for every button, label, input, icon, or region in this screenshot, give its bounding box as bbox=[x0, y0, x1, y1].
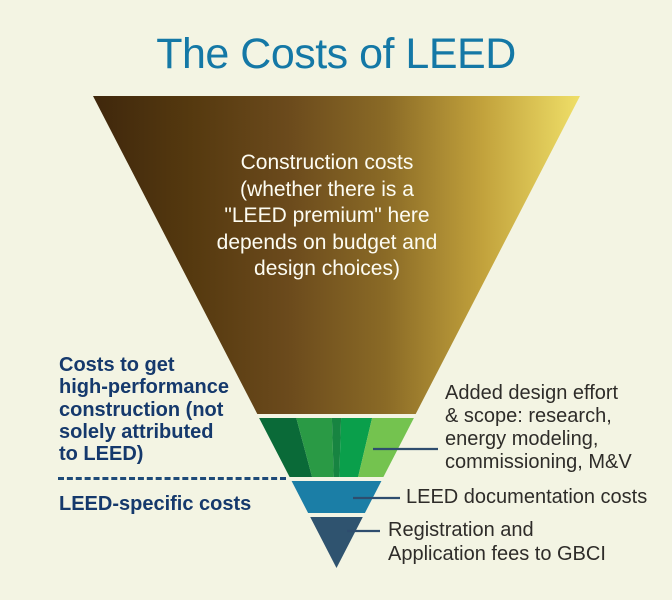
funnel-section-documentation bbox=[291, 481, 382, 513]
page-title: The Costs of LEED bbox=[156, 30, 516, 78]
funnel-section-construction bbox=[93, 96, 580, 414]
registration-callout: Registration and Application fees to GBC… bbox=[388, 519, 606, 565]
high-performance-costs-note: Costs to get high-performance constructi… bbox=[59, 354, 230, 466]
dashed-divider-line bbox=[58, 477, 286, 480]
leed-specific-costs-label: LEED-specific costs bbox=[59, 493, 252, 515]
added-design-callout: Added design effort & scope: research, e… bbox=[445, 382, 632, 473]
funnel-section-added-design-stripe-1 bbox=[259, 418, 313, 477]
funnel-section-added-design-stripe-2 bbox=[296, 418, 334, 477]
funnel-section-added-design-stripe-3 bbox=[331, 418, 342, 477]
funnel-section-added-design-stripe-4 bbox=[339, 418, 373, 477]
funnel-section-registration bbox=[310, 517, 363, 568]
construction-costs-label: Construction costs (whether there is a "… bbox=[216, 151, 438, 280]
funnel-section-added-design-stripe-5 bbox=[358, 418, 414, 477]
documentation-callout: LEED documentation costs bbox=[406, 486, 648, 508]
